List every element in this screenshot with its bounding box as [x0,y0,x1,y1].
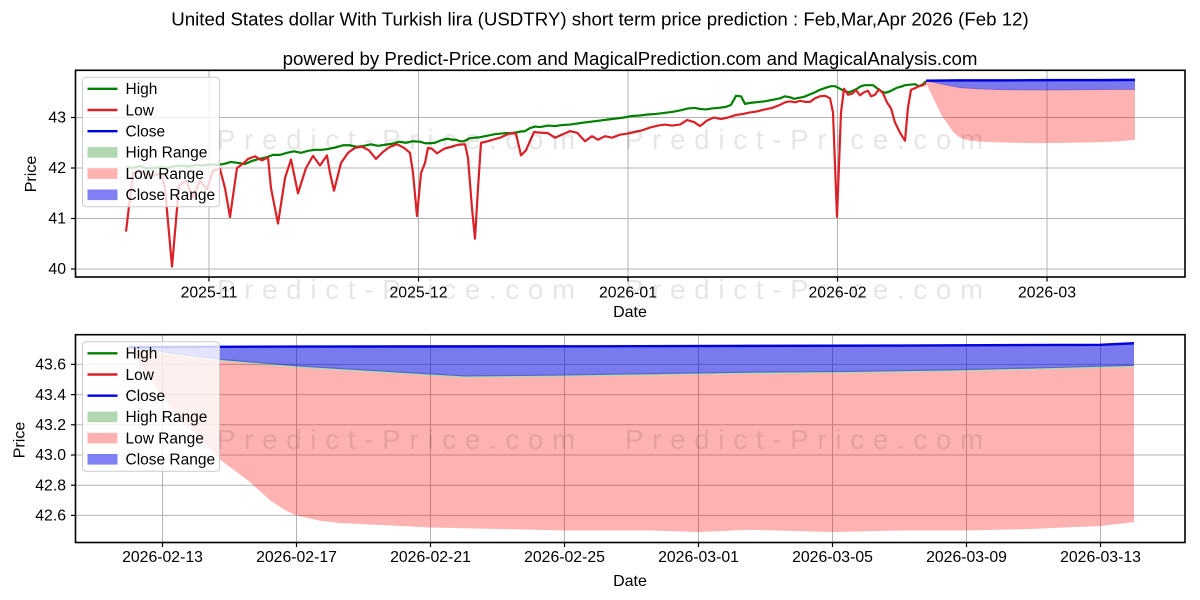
svg-text:2026-01: 2026-01 [599,285,657,302]
svg-text:2026-02: 2026-02 [809,285,867,302]
svg-text:Low Range: Low Range [126,166,204,183]
svg-text:Low: Low [126,367,155,384]
svg-text:Close: Close [126,124,166,141]
svg-text:2026-03-05: 2026-03-05 [792,549,873,566]
svg-text:2025-11: 2025-11 [181,285,238,302]
svg-text:Price: Price [23,156,40,193]
svg-text:42.8: 42.8 [35,477,66,494]
svg-text:Predict-Price.com: Predict-Price.com [625,424,983,455]
svg-text:42: 42 [48,160,66,177]
svg-text:United States dollar With Turk: United States dollar With Turkish lira (… [171,9,1029,30]
svg-text:2025-12: 2025-12 [390,285,448,302]
svg-text:43.0: 43.0 [35,447,66,464]
svg-text:Predict-Price.com: Predict-Price.com [217,424,575,455]
svg-text:40: 40 [48,261,66,278]
svg-text:Predict-Price.com: Predict-Price.com [217,274,575,305]
svg-text:High Range: High Range [126,409,208,426]
svg-text:43.6: 43.6 [35,357,66,374]
svg-text:Predict-Price.com: Predict-Price.com [625,274,983,305]
svg-text:43: 43 [48,110,66,127]
svg-text:43.4: 43.4 [35,387,66,404]
svg-text:43.2: 43.2 [35,417,66,434]
svg-text:Predict-Price.com: Predict-Price.com [625,124,983,155]
svg-text:Price: Price [12,422,29,459]
svg-text:Low Range: Low Range [126,430,204,447]
svg-text:2026-02-21: 2026-02-21 [390,549,471,566]
svg-text:2026-02-13: 2026-02-13 [122,549,203,566]
svg-text:41: 41 [48,211,66,228]
svg-text:Close Range: Close Range [126,452,216,469]
svg-text:2026-03-13: 2026-03-13 [1060,549,1141,566]
svg-text:2026-03: 2026-03 [1018,285,1076,302]
svg-text:2026-02-25: 2026-02-25 [524,549,605,566]
svg-text:High Range: High Range [126,145,208,162]
svg-text:Close: Close [126,388,166,405]
svg-text:Predict-Price.com: Predict-Price.com [217,124,575,155]
svg-text:2026-03-09: 2026-03-09 [926,549,1007,566]
svg-text:Date: Date [613,304,647,321]
svg-text:42.6: 42.6 [35,508,66,525]
svg-text:2026-02-17: 2026-02-17 [256,549,337,566]
svg-text:powered by Predict-Price.com a: powered by Predict-Price.com and Magical… [283,48,978,69]
svg-text:Date: Date [613,573,647,590]
svg-text:2026-03-01: 2026-03-01 [658,549,739,566]
svg-text:Close Range: Close Range [126,187,216,204]
svg-text:High: High [126,346,158,363]
svg-text:Low: Low [126,102,155,119]
svg-text:High: High [126,81,158,98]
